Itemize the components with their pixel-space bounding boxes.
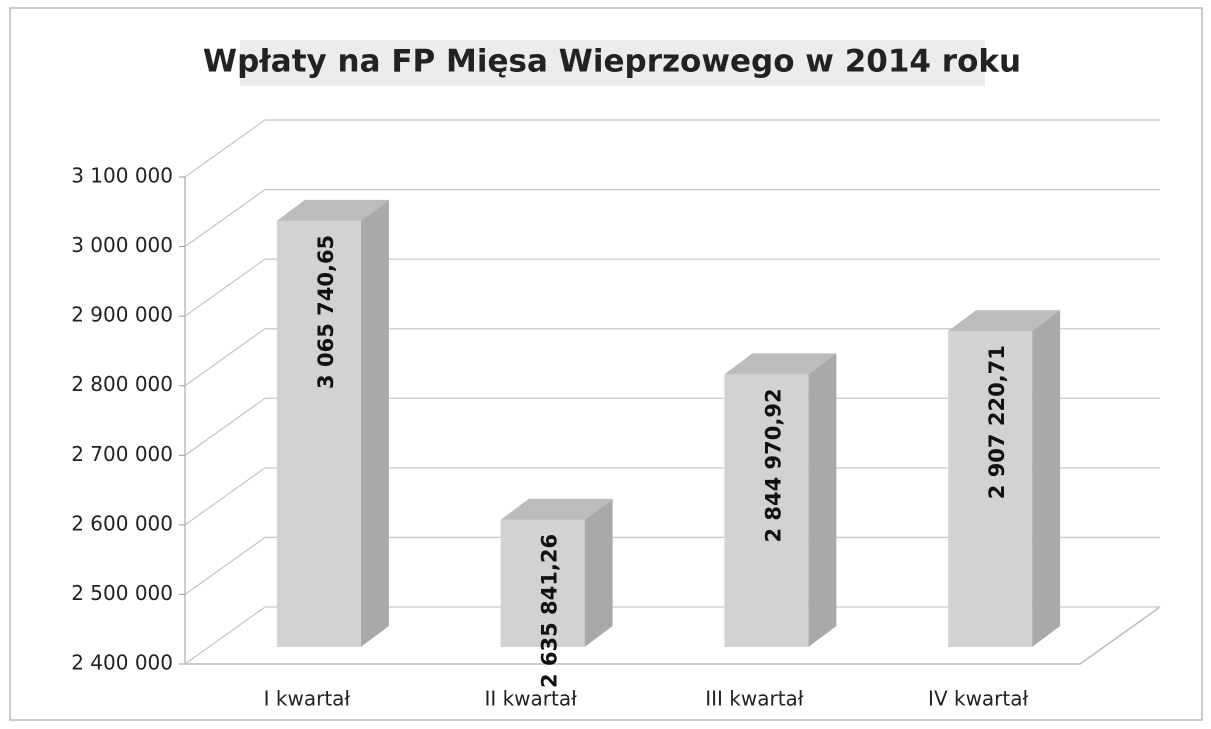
x-tick-label: II kwartał: [484, 687, 577, 711]
grid-line: [184, 606, 1160, 665]
bar-top: [724, 353, 837, 375]
bar: [948, 331, 1033, 647]
y-tick-label: 3 100 000: [71, 164, 173, 188]
y-tick-label: 2 400 000: [71, 651, 173, 675]
bar: [276, 220, 361, 647]
y-tick-label: 2 900 000: [71, 303, 173, 327]
title-band: [240, 40, 985, 86]
bar-top: [500, 498, 613, 520]
grid-line: [184, 536, 1160, 595]
y-tick-label: 2 500 000: [71, 581, 173, 605]
grid-line: [184, 258, 1160, 317]
bar-side: [584, 498, 613, 647]
value-label: 3 065 740,65: [314, 235, 338, 389]
floor-edge: [185, 606, 1161, 665]
x-tick-label: IV kwartał: [928, 687, 1028, 711]
x-tick-label: I kwartał: [264, 687, 351, 711]
bar-side: [360, 199, 389, 647]
grid-line: [184, 328, 1160, 387]
bar-top: [276, 199, 389, 221]
grid-line: [184, 119, 1160, 178]
grid-line: [184, 188, 1160, 248]
grid-line: [184, 397, 1160, 456]
bar: [724, 374, 809, 647]
x-tick-label: III kwartał: [705, 687, 804, 711]
y-tick-label: 2 600 000: [71, 511, 173, 535]
bar-side: [808, 353, 837, 647]
bar-top: [948, 310, 1061, 332]
y-tick-label: 2 800 000: [71, 372, 173, 396]
y-tick-label: 3 000 000: [71, 233, 173, 257]
value-label: 2 635 841,26: [538, 534, 562, 688]
bar: [500, 519, 585, 647]
grid-line: [184, 467, 1160, 526]
y-tick-label: 2 700 000: [71, 442, 173, 466]
value-label: 2 844 970,92: [761, 388, 785, 542]
bar-side: [1032, 310, 1061, 647]
chart-title: Wpłaty na FP Mięsa Wieprzowego w 2014 ro…: [203, 44, 1021, 80]
value-label: 2 907 220,71: [985, 345, 1009, 499]
